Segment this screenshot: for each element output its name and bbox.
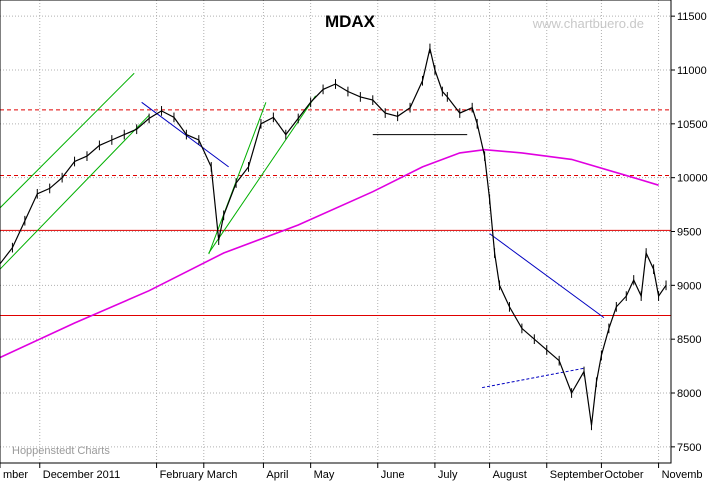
source-label: Hoppenstedt Charts (12, 445, 110, 457)
y-tick-label: 10500 (677, 119, 708, 131)
y-tick-label: 7500 (677, 442, 701, 454)
watermark: www.chartbuero.de (532, 16, 644, 31)
x-tick-label: February (160, 469, 205, 481)
x-tick-label: October (604, 469, 643, 481)
price-layer (0, 43, 667, 431)
x-tick-label: September (550, 469, 604, 481)
y-tick-label: 8000 (677, 388, 701, 400)
chart-title: MDAX (325, 12, 376, 31)
trend-line (141, 101, 229, 168)
x-tick-label: May (314, 469, 335, 481)
trend-line (0, 114, 150, 270)
y-tick-label: 11000 (677, 65, 707, 77)
y-tick-labels: 7500 8000 8500 9000 9500 10000 10500 11000 11500 (671, 11, 708, 454)
x-tick-label: Novemb (662, 469, 703, 481)
x-tick-label: mber (3, 469, 28, 481)
x-tick-label: March (207, 469, 238, 481)
price-line (0, 48, 667, 426)
x-tick-label: December 2011 (43, 469, 120, 481)
x-tick-label: June (381, 469, 405, 481)
moving-average-layer (0, 148, 659, 359)
trend-line (208, 102, 267, 255)
y-tick-label: 11500 (677, 11, 707, 23)
x-tick-labels: mber December 2011 February March April May Ju… (0, 463, 703, 481)
horizontal-lines-layer (0, 109, 671, 316)
y-tick-label: 10000 (677, 173, 708, 185)
x-tick-label: July (438, 469, 458, 481)
y-tick-label: 8500 (677, 334, 701, 346)
trend-line (0, 72, 135, 209)
trend-line (482, 367, 585, 389)
trend-line (489, 233, 605, 319)
y-tick-label: 9500 (677, 227, 701, 239)
x-tick-label: April (266, 469, 288, 481)
moving-average-line (0, 148, 659, 359)
y-tick-label: 9000 (677, 280, 701, 292)
x-tick-label: August (493, 469, 527, 481)
grid-layer (0, 0, 671, 463)
